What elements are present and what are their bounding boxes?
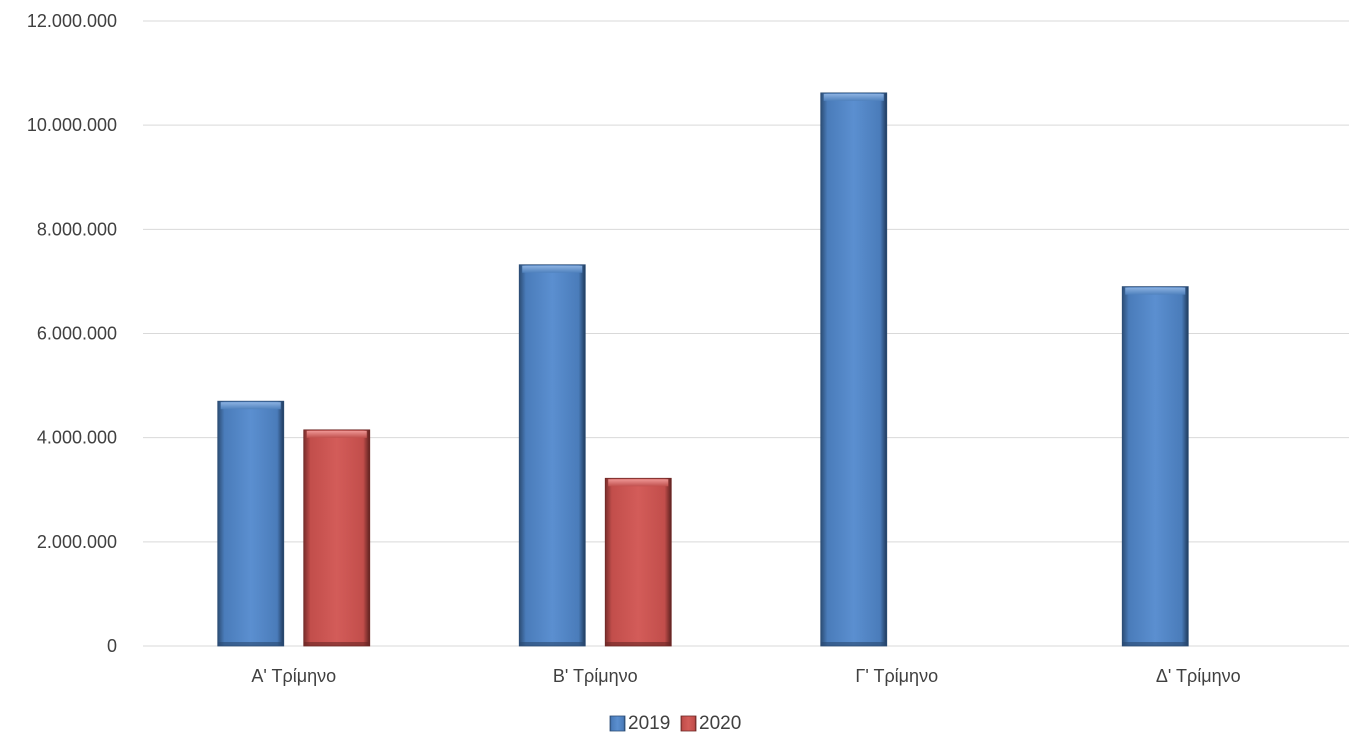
legend: 2019 2020 [609,713,741,734]
y-tick-label: 6.000.000 [37,324,117,344]
legend-swatch [609,715,626,732]
y-tick-label: 10.000.000 [27,115,117,135]
x-axis-category-labels: Α' Τρίμηνο Β' Τρίμηνο Γ' Τρίμηνο Δ' Τρίμηνο [251,666,1240,686]
bar-2020-q2 [604,477,672,647]
bar-2019-q4 [1121,286,1189,647]
x-category-label: Β' Τρίμηνο [553,666,638,686]
legend-swatch [680,715,697,732]
y-tick-label: 4.000.000 [37,428,117,448]
legend-label: 2019 [628,713,670,734]
y-tick-label: 8.000.000 [37,219,117,239]
y-tick-label: 0 [107,636,117,656]
x-category-label: Δ' Τρίμηνο [1156,666,1241,686]
legend-item-2020: 2020 [680,713,741,734]
bars [217,92,1189,647]
y-tick-label: 12.000.000 [27,11,117,31]
legend-item-2019: 2019 [609,713,670,734]
bar-2019-q1 [217,400,285,647]
legend-label: 2020 [699,713,741,734]
x-category-label: Γ' Τρίμηνο [855,666,938,686]
bar-2019-q3 [820,92,888,647]
y-axis-tick-labels: 0 2.000.000 4.000.000 6.000.000 8.000.000 10.… [27,11,117,656]
bar-2019-q2 [518,264,586,647]
x-category-label: Α' Τρίμηνο [251,666,336,686]
bar-2020-q1 [303,429,371,647]
y-tick-label: 2.000.000 [37,532,117,552]
